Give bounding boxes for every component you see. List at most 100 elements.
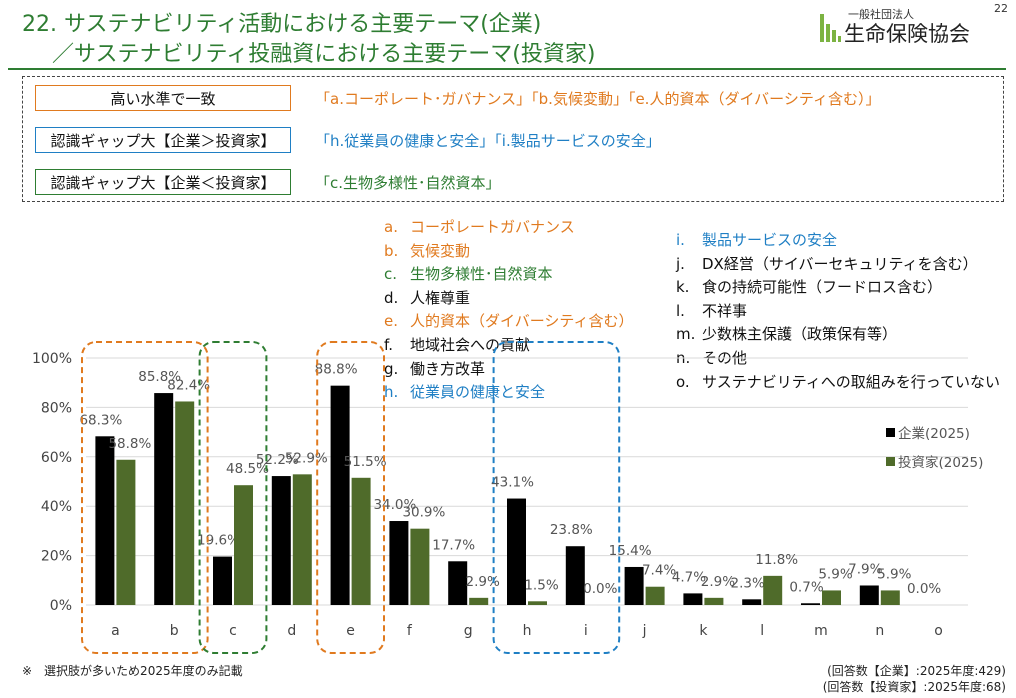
summary-label-high-agreement: 高い水準で一致 <box>35 85 291 111</box>
data-label: 2.9% <box>701 574 735 590</box>
logo-subtitle: 一般社団法人 <box>848 8 914 21</box>
series-legend-label: 投資家(2025) <box>898 454 983 471</box>
x-tick-label: d <box>287 623 296 639</box>
data-label: 1.5% <box>524 577 558 593</box>
x-tick-label: l <box>760 623 764 639</box>
y-tick-label: 20% <box>41 549 72 565</box>
highlight-box <box>198 341 268 654</box>
data-label: 11.8% <box>755 552 798 568</box>
series-legend-swatch <box>886 428 895 437</box>
legend-item-g: g. 働き方改革 <box>384 359 486 378</box>
title-divider <box>8 68 1006 70</box>
logo: 一般社団法人 生命保険協会 <box>818 6 998 46</box>
summary-text-high-agreement: 「a.コーポレート･ガバナンス」「b.気候変動」「e.人的資本（ダイバーシティ含… <box>315 90 881 108</box>
legend-item-l: l. 不祥事 <box>676 301 748 320</box>
bar-company <box>330 385 350 605</box>
summary-label-gap-investor: 認識ギャップ大【企業＜投資家】 <box>35 169 291 195</box>
page-title-line1: 22. サステナビリティ活動における主要テーマ(企業) <box>22 12 542 37</box>
bar-company <box>507 498 526 605</box>
bar-company <box>859 585 879 605</box>
bar-investor <box>822 590 841 605</box>
legend-item-b: b. 気候変動 <box>384 241 471 260</box>
data-label: 23.8% <box>550 522 593 538</box>
x-tick-label: e <box>346 623 355 639</box>
legend-item-c: c. 生物多様性･自然資本 <box>384 265 553 284</box>
x-tick-label: c <box>229 623 237 639</box>
page-number: 22 <box>994 2 1008 15</box>
x-tick-label: o <box>934 623 943 639</box>
data-label: 2.9% <box>466 574 500 590</box>
data-label: 7.4% <box>642 563 676 579</box>
data-label: 0.7% <box>789 579 823 595</box>
x-tick-label: j <box>642 623 647 639</box>
data-label: 7.9% <box>848 561 882 577</box>
bar-investor <box>292 474 312 605</box>
legend-item-a: a. コーポレートガバナンス <box>384 218 575 236</box>
response-count-company: (回答数【企業】:2025年度:429) <box>827 664 1006 678</box>
data-label: 2.3% <box>731 575 765 591</box>
bar-company <box>742 599 762 605</box>
bar-company <box>213 556 232 605</box>
y-tick-label: 100% <box>32 351 72 367</box>
bar-investor <box>763 575 783 605</box>
bar-investor <box>410 528 430 605</box>
bar-company <box>624 566 644 605</box>
logo-mark-icon <box>820 14 841 42</box>
series-legend-swatch <box>886 457 895 466</box>
legend-item-m: m. 少数株主保護（政策保有等） <box>676 325 898 344</box>
data-label: 4.7% <box>672 569 706 585</box>
data-label: 15.4% <box>609 543 652 559</box>
bar-company <box>389 521 409 605</box>
bar-investor <box>469 597 489 605</box>
category-legend-right: i. 製品サービスの安全 j. DX経営（サイバーセキュリティを含む） k. 食の持続… <box>676 229 1000 394</box>
bar-company <box>95 436 115 605</box>
legend-item-f: f. 地域社会への貢献 <box>384 335 531 354</box>
data-label: 48.5% <box>226 461 269 477</box>
y-tick-label: 60% <box>41 450 72 466</box>
summary-box: 高い水準で一致 「a.コーポレート･ガバナンス」「b.気候変動」「e.人的資本（… <box>22 76 1004 202</box>
data-label: 19.6% <box>197 533 240 549</box>
bar-company <box>271 476 291 605</box>
bar-investor <box>175 401 195 605</box>
bar-company <box>683 593 703 605</box>
bar-company <box>565 546 585 605</box>
x-tick-label: h <box>523 623 532 639</box>
legend-item-d: d. 人権尊重 <box>384 288 471 307</box>
x-tick-label: b <box>170 623 179 639</box>
x-tick-label: m <box>814 623 828 639</box>
data-label: 30.9% <box>402 505 445 521</box>
bar-investor <box>528 601 547 605</box>
response-count-investor: (回答数【投資家】:2025年度:68) <box>822 680 1006 694</box>
bar-company <box>448 561 468 605</box>
highlight-box <box>81 341 209 654</box>
summary-label-gap-company: 認識ギャップ大【企業＞投資家】 <box>35 127 291 153</box>
data-label: 34.0% <box>373 497 416 513</box>
data-label: 52.9% <box>285 450 328 466</box>
legend-item-n: n. その他 <box>676 348 748 367</box>
data-label: 0.0% <box>583 581 617 597</box>
series-legend-label: 企業(2025) <box>898 425 970 442</box>
data-label: 0.0% <box>907 581 941 597</box>
data-label: 17.7% <box>432 537 475 553</box>
x-tick-label: n <box>875 623 884 639</box>
data-label: 5.9% <box>818 566 852 582</box>
y-tick-label: 40% <box>41 499 72 515</box>
x-tick-label: i <box>584 623 588 639</box>
summary-text-gap-company: 「h.従業員の健康と安全」「i.製品サービスの安全」 <box>315 132 661 150</box>
legend-item-e: e. 人的資本（ダイバーシティ含む） <box>384 312 634 331</box>
data-label: 51.5% <box>344 454 387 470</box>
legend-item-h: h. 従業員の健康と安全 <box>384 383 546 402</box>
footnote: ※ 選択肢が多いため2025年度のみ記載 <box>22 664 243 678</box>
data-label: 85.8% <box>138 369 181 385</box>
bar-company <box>801 603 820 605</box>
bar-investor <box>704 597 724 605</box>
data-label: 5.9% <box>877 566 911 582</box>
x-tick-label: a <box>111 623 120 639</box>
legend-item-j: j. DX経営（サイバーセキュリティを含む） <box>676 254 978 273</box>
x-tick-label: f <box>407 623 413 639</box>
page-title-line2: ／サステナビリティ投融資における主要テーマ(投資家) <box>52 42 596 67</box>
bar-investor <box>234 485 253 605</box>
category-legend-left: a. コーポレートガバナンス b. 気候変動 c. 生物多様性･自然資本 d. 人権尊重… <box>384 216 634 405</box>
x-tick-label: k <box>699 623 708 639</box>
data-label: 43.1% <box>491 475 534 491</box>
